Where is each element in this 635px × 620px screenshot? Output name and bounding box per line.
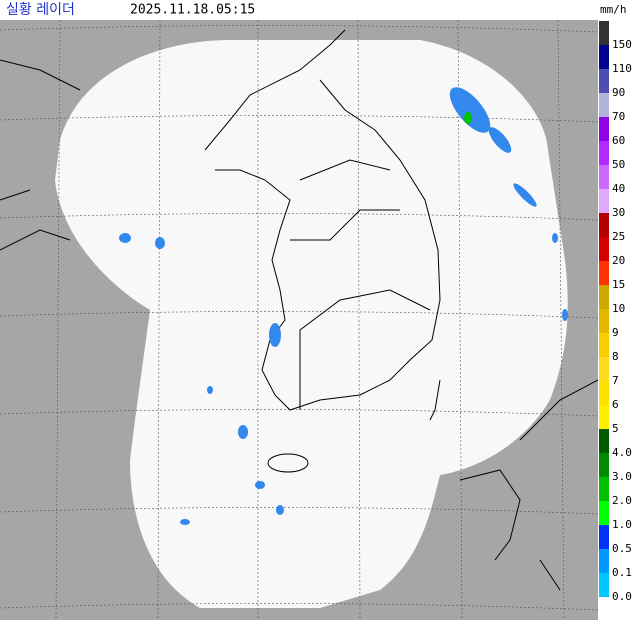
legend-swatch xyxy=(599,141,609,165)
legend-swatch xyxy=(599,237,609,261)
legend-label: 150 xyxy=(612,38,632,51)
legend-label: 20 xyxy=(612,254,625,267)
coastline xyxy=(0,29,599,591)
legend-label: 40 xyxy=(612,182,625,195)
rain-echoes xyxy=(119,87,568,525)
title: 실황 레이더 xyxy=(6,2,75,18)
legend-label: 90 xyxy=(612,86,625,99)
legend-label: 50 xyxy=(612,158,625,171)
legend-label: 70 xyxy=(612,110,625,123)
legend-label: 3.0 xyxy=(612,470,632,483)
legend-swatch xyxy=(599,381,609,405)
legend-swatch xyxy=(599,573,609,597)
legend-label: 0.1 xyxy=(612,566,632,579)
legend-swatch xyxy=(599,549,609,573)
legend-label: 6 xyxy=(612,398,619,411)
legend-label: 30 xyxy=(612,206,625,219)
legend-label: 15 xyxy=(612,278,625,291)
legend-swatch xyxy=(599,261,609,285)
timestamp: 2025.11.18.05:15 xyxy=(130,3,255,18)
legend-swatch xyxy=(599,453,609,477)
legend-swatch xyxy=(599,525,609,549)
legend-swatch xyxy=(599,405,609,429)
legend-swatch xyxy=(599,429,609,453)
legend-swatch xyxy=(599,45,609,69)
legend-swatch xyxy=(599,213,609,237)
legend-swatch xyxy=(599,165,609,189)
legend-label: 110 xyxy=(612,62,632,75)
legend-label: 0.5 xyxy=(612,542,632,555)
legend-label: 60 xyxy=(612,134,625,147)
legend-swatch xyxy=(599,477,609,501)
legend-swatch xyxy=(599,93,609,117)
legend: 150 110 90 70 60 50 40 30 25 20 15 10 9 8 7 6 5 4.0 3.0 2.0… xyxy=(599,21,632,603)
legend-label: 9 xyxy=(612,326,619,339)
legend-label: 7 xyxy=(612,374,619,387)
grid xyxy=(0,19,599,620)
heavy-echo xyxy=(464,112,472,124)
legend-swatch xyxy=(599,69,609,93)
legend-swatch xyxy=(599,309,609,333)
legend-label: 4.0 xyxy=(612,446,632,459)
legend-label: 0.0 xyxy=(612,590,632,603)
legend-swatch xyxy=(599,501,609,525)
legend-label: 1.0 xyxy=(612,518,632,531)
legend-swatch xyxy=(599,21,609,45)
radar-coverage xyxy=(55,40,568,608)
legend-label: 5 xyxy=(612,422,619,435)
legend-swatch xyxy=(599,285,609,309)
legend-swatch xyxy=(599,189,609,213)
unit: mm/h xyxy=(600,3,627,16)
legend-swatch xyxy=(599,357,609,381)
legend-label: 8 xyxy=(612,350,619,363)
legend-label: 2.0 xyxy=(612,494,632,507)
legend-label: 25 xyxy=(612,230,625,243)
legend-swatch xyxy=(599,333,609,357)
legend-swatch xyxy=(599,117,609,141)
map xyxy=(0,19,599,620)
legend-label: 10 xyxy=(612,302,625,315)
